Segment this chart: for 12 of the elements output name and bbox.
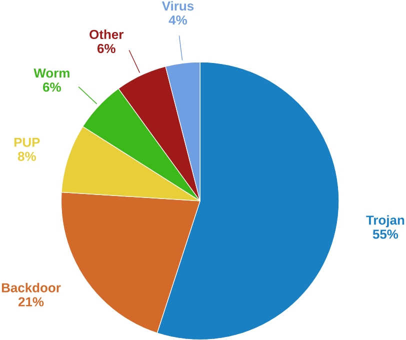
slice-label: Backdoor (2, 282, 61, 292)
slice-label: PUP (14, 138, 40, 147)
data-label: 6% (97, 44, 116, 54)
slice-label: Trojan (366, 215, 404, 228)
data-label: 4% (168, 15, 187, 25)
data-label: 8% (18, 152, 36, 161)
slice-label: Worm (34, 68, 70, 78)
data-label: 21% (18, 297, 44, 306)
slice-label: Virus (162, 1, 194, 11)
data-label: 6% (43, 82, 61, 92)
data-label: 55% (372, 230, 398, 239)
slice-label: Other (90, 29, 124, 39)
